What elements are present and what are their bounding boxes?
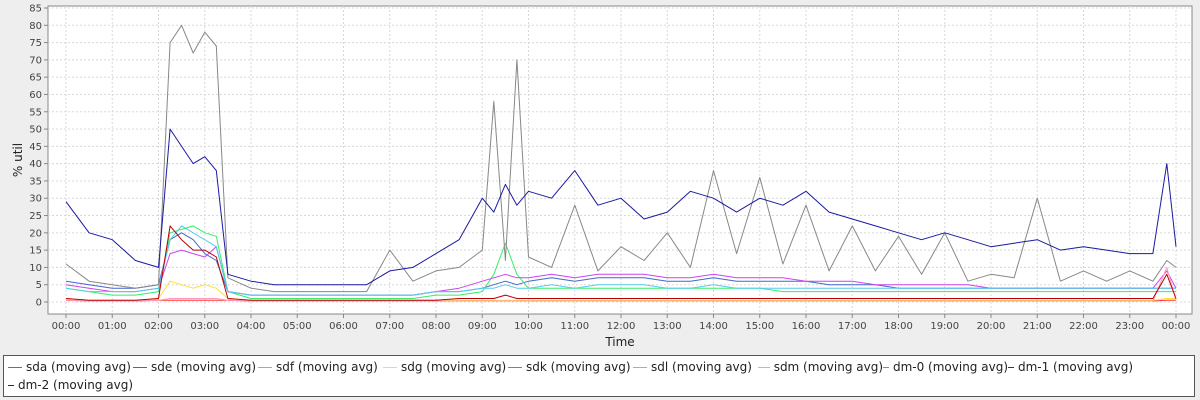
legend-item-sda: sda (moving avg) <box>8 358 133 376</box>
x-tick-label: 20:00 <box>977 321 1006 332</box>
x-tick-label: 16:00 <box>792 321 821 332</box>
legend-label: dm-1 (moving avg) <box>1017 360 1133 374</box>
legend-swatch <box>8 366 22 368</box>
y-tick-label: 5 <box>36 280 42 291</box>
y-tick-label: 30 <box>29 194 42 205</box>
legend-swatch <box>258 366 272 368</box>
series-lines <box>65 24 1177 302</box>
legend-swatch <box>1008 366 1014 368</box>
legend-label: sda (moving avg) <box>26 360 131 374</box>
series-line-sdm <box>65 266 1177 302</box>
x-tick-label: 12:00 <box>607 321 636 332</box>
x-tick-label: 02:00 <box>144 321 173 332</box>
x-tick-label: 21:00 <box>1023 321 1052 332</box>
y-tick-label: 60 <box>29 90 42 101</box>
y-tick-label: 35 <box>29 176 42 187</box>
x-tick-label: 06:00 <box>329 321 358 332</box>
x-tick-label: 03:00 <box>190 321 219 332</box>
y-tick-label: 70 <box>29 55 42 66</box>
legend-swatch <box>508 366 522 368</box>
legend-item-sdg: sdg (moving avg) <box>383 358 508 376</box>
y-tick-label: 50 <box>29 125 42 136</box>
legend-label: dm-2 (moving avg) <box>17 378 133 392</box>
legend-item-dm-2: dm-2 (moving avg) <box>8 376 133 394</box>
y-tick-label: 10 <box>29 263 42 274</box>
x-axis-title: Time <box>604 335 634 349</box>
legend-swatch <box>758 366 770 368</box>
y-tick-label: 20 <box>29 228 42 239</box>
y-tick-label: 65 <box>29 73 42 84</box>
line-chart: 0 5 10 15 20 25 30 35 40 45 50 55 60 65 70 75 80 85 00:00… <box>11 4 1193 349</box>
x-tick-label: 11:00 <box>560 321 589 332</box>
legend-item-sdm: sdm (moving avg) <box>758 358 883 376</box>
legend-label: sdm (moving avg) <box>773 360 883 374</box>
x-tick-label: 22:00 <box>1069 321 1098 332</box>
x-tick-label: 13:00 <box>653 321 682 332</box>
x-tick-label: 09:00 <box>468 321 497 332</box>
y-tick-label: 15 <box>29 246 42 257</box>
legend-label: dm-0 (moving avg) <box>892 360 1008 374</box>
x-tick-label: 05:00 <box>283 321 312 332</box>
series-line-sdl <box>65 225 1176 296</box>
series-line-dm-1 <box>65 225 1177 301</box>
x-tick-label: 07:00 <box>375 321 404 332</box>
series-line-dm-2 <box>65 128 1177 286</box>
legend-item-sdk: sdk (moving avg) <box>508 358 633 376</box>
legend-label: sdk (moving avg) <box>526 360 631 374</box>
legend-item-dm-0: dm-0 (moving avg) <box>883 358 1008 376</box>
legend-item-sdl: sdl (moving avg) <box>633 358 758 376</box>
x-tick-label: 10:00 <box>514 321 543 332</box>
legend-item-dm-1: dm-1 (moving avg) <box>1008 358 1133 376</box>
x-tick-label: 08:00 <box>422 321 451 332</box>
y-tick-label: 85 <box>29 4 42 15</box>
x-tick-label: 15:00 <box>745 321 774 332</box>
legend-label: sdl (moving avg) <box>651 360 752 374</box>
y-tick-label: 75 <box>29 38 42 49</box>
legend-label: sde (moving avg) <box>151 360 257 374</box>
plot-area <box>47 5 1193 315</box>
x-tick-label: 18:00 <box>884 321 913 332</box>
legend: sda (moving avg) sde (moving avg) sdf (mov… <box>3 355 1195 397</box>
series-line-sdg <box>65 280 1176 301</box>
legend-swatch <box>383 366 397 368</box>
y-axis-title: % util <box>11 143 25 177</box>
legend-swatch <box>883 366 889 368</box>
legend-swatch <box>633 366 647 368</box>
x-tick-label: 19:00 <box>930 321 959 332</box>
legend-item-sdf: sdf (moving avg) <box>258 358 383 376</box>
x-tick-label: 14:00 <box>699 321 728 332</box>
x-tick-label: 17:00 <box>838 321 867 332</box>
series-line-dm-0 <box>65 24 1177 293</box>
x-axis-ticks: 00:00 01:00 02:00 03:00 04:00 05:00 06:00 07:00… <box>52 314 1191 332</box>
legend-swatch <box>8 384 14 386</box>
x-tick-label: 00:00 <box>1162 321 1191 332</box>
y-tick-label: 25 <box>29 211 42 222</box>
legend-item-sde: sde (moving avg) <box>133 358 258 376</box>
legend-label: sdf (moving avg) <box>276 360 378 374</box>
y-axis-ticks: 0 5 10 15 20 25 30 35 40 45 50 55 60 65 70 75 80 85 <box>29 4 48 309</box>
x-tick-label: 23:00 <box>1115 321 1144 332</box>
y-tick-label: 45 <box>29 142 42 153</box>
legend-swatch <box>133 366 147 368</box>
x-tick-label: 04:00 <box>237 321 266 332</box>
y-tick-label: 40 <box>29 159 42 170</box>
x-tick-label: 00:00 <box>52 321 81 332</box>
y-tick-label: 80 <box>29 21 42 32</box>
y-tick-label: 0 <box>36 298 42 309</box>
x-tick-label: 01:00 <box>98 321 127 332</box>
y-tick-label: 55 <box>29 107 42 118</box>
legend-label: sdg (moving avg) <box>401 360 507 374</box>
